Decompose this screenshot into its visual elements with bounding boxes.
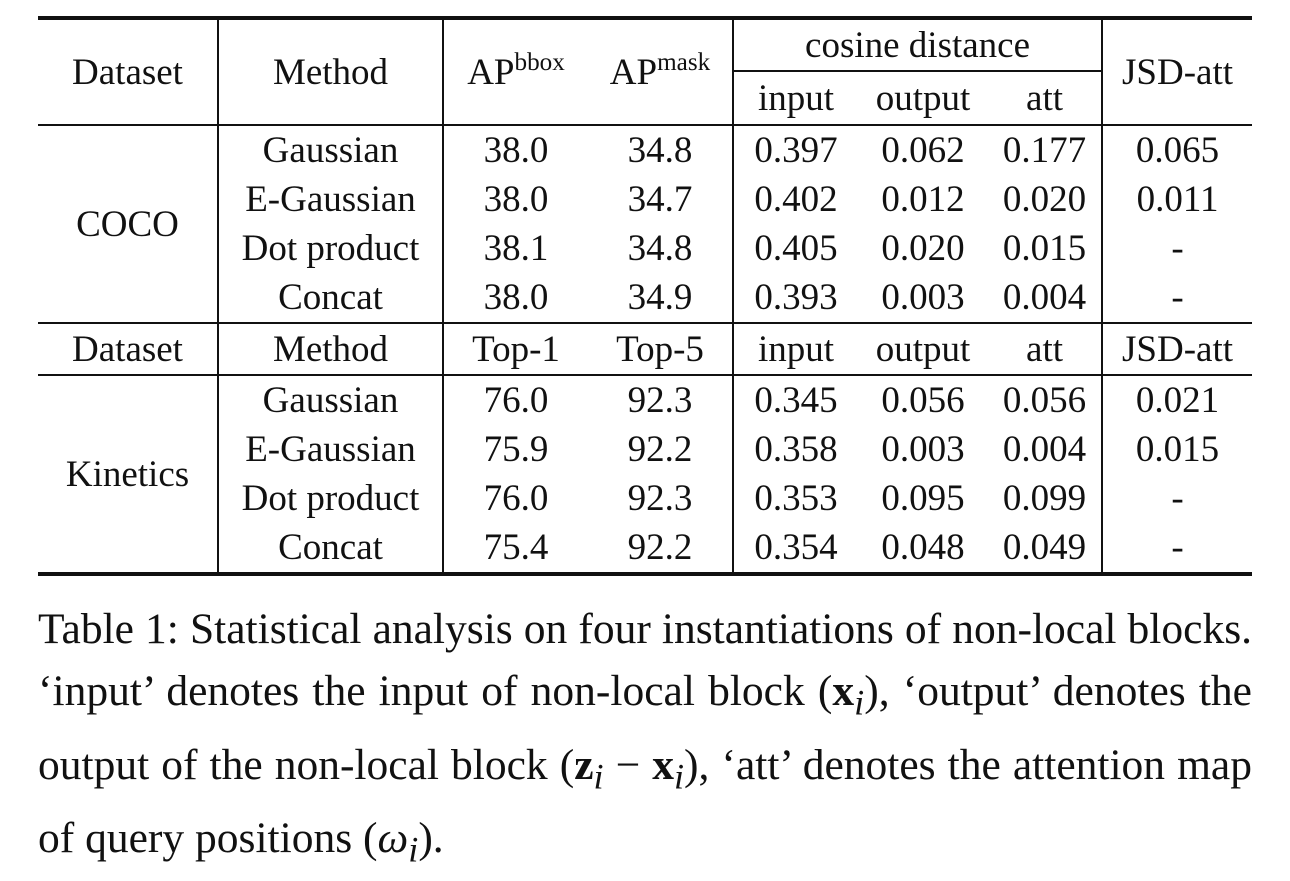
att-cell: 0.004: [988, 425, 1104, 474]
output-cell: 0.020: [881, 228, 965, 269]
header-jsd-att: JSD-att: [1102, 16, 1253, 125]
table-row: Dot product 38.1 34.8 0.405 0.020 0.015 …: [38, 224, 1252, 273]
coco-header-row-1: Dataset Method APbbox APmask cosine dist…: [38, 16, 1253, 125]
top5-cell: 92.3: [627, 478, 693, 519]
att-cell: 0.049: [988, 523, 1104, 576]
header-ap-bbox: APbbox: [443, 16, 588, 125]
header-method: Method: [218, 322, 444, 375]
table-row: Dot product 76.0 92.3 0.353 0.095 0.099 …: [38, 474, 1252, 523]
top5-cell: 92.2: [588, 523, 733, 576]
table-row: Concat 75.4 92.2 0.354 0.048 0.049 -: [38, 523, 1253, 576]
header-att: att: [988, 322, 1104, 375]
jsd-att-cell: 0.011: [1136, 179, 1219, 220]
output-cell: 0.012: [881, 179, 965, 220]
statistics-table-container: Dataset Method APbbox APmask cosine dist…: [38, 16, 1253, 576]
header-att: att: [988, 71, 1104, 125]
att-cell: 0.020: [988, 175, 1104, 224]
header-jsd-att: JSD-att: [1102, 322, 1253, 375]
output-cell: 0.048: [858, 523, 988, 576]
ap-mask-cell: 34.9: [627, 277, 693, 318]
att-cell: 0.099: [988, 474, 1104, 523]
input-cell: 0.353: [732, 474, 858, 523]
table-caption: Table 1: Statistical analysis on four in…: [38, 605, 1252, 871]
jsd-att-cell: 0.065: [1102, 124, 1253, 175]
kinetics-header-row: Dataset Method Top-1 Top-5 input output …: [38, 322, 1253, 375]
att-cell: 0.015: [988, 224, 1104, 273]
top5-cell: 92.3: [588, 374, 733, 425]
method-cell: Concat: [218, 523, 444, 576]
header-dataset: Dataset: [38, 16, 219, 125]
statistics-table: Dataset Method APbbox APmask cosine dist…: [38, 16, 1253, 576]
input-cell: 0.358: [732, 425, 858, 474]
method-cell: Dot product: [218, 224, 444, 273]
table-row: E-Gaussian 75.9 92.2 0.358 0.003 0.004 0…: [38, 425, 1252, 474]
header-cosine-distance: cosine distance: [731, 16, 1104, 72]
header-output: output: [858, 322, 988, 375]
output-cell: 0.095: [881, 478, 965, 519]
input-cell: 0.354: [732, 523, 858, 576]
table-row: COCO Gaussian 38.0 34.8 0.397 0.062 0.17…: [38, 124, 1253, 323]
top1-cell: 76.0: [483, 478, 549, 519]
output-cell: 0.003: [881, 277, 965, 318]
ap-mask-cell: 34.7: [627, 179, 693, 220]
header-dataset: Dataset: [38, 322, 219, 375]
input-cell: 0.405: [732, 224, 858, 273]
method-cell: Gaussian: [218, 124, 444, 175]
jsd-att-cell: -: [1171, 228, 1184, 269]
top1-cell: 76.0: [443, 374, 588, 425]
header-input: input: [732, 71, 858, 125]
att-cell: 0.177: [988, 124, 1104, 175]
jsd-att-cell: -: [1171, 277, 1184, 318]
top1-cell: 75.4: [443, 523, 588, 576]
ap-bbox-cell: 38.0: [443, 124, 588, 175]
header-output: output: [875, 77, 971, 119]
header-input: input: [732, 322, 858, 375]
output-cell: 0.003: [881, 429, 965, 470]
table-row: Concat 38.0 34.9 0.393 0.003 0.004 -: [38, 273, 1252, 323]
top5-cell: 92.2: [627, 429, 693, 470]
table-row: Kinetics Gaussian 76.0 92.3 0.345 0.056 …: [38, 374, 1253, 576]
method-cell: E-Gaussian: [218, 175, 444, 224]
ap-bbox-cell: 38.0: [483, 179, 549, 220]
header-top1: Top-1: [443, 322, 588, 375]
dataset-coco: COCO: [38, 124, 219, 323]
att-cell: 0.004: [988, 273, 1104, 323]
header-method: Method: [218, 16, 444, 125]
method-cell: E-Gaussian: [218, 425, 444, 474]
ap-mask-cell: 34.8: [627, 228, 693, 269]
method-cell: Concat: [218, 273, 444, 323]
header-ap-mask: APmask: [588, 16, 733, 125]
input-cell: 0.397: [732, 124, 858, 175]
att-cell: 0.056: [988, 374, 1104, 425]
top1-cell: 75.9: [483, 429, 549, 470]
header-top5: Top-5: [588, 322, 733, 375]
coco-header-row-2: input output att: [38, 71, 1252, 125]
method-cell: Gaussian: [218, 374, 444, 425]
input-cell: 0.402: [732, 175, 858, 224]
jsd-att-cell: 0.015: [1135, 429, 1220, 470]
ap-mask-cell: 34.8: [588, 124, 733, 175]
output-cell: 0.062: [858, 124, 988, 175]
method-cell: Dot product: [218, 474, 444, 523]
output-cell: 0.056: [858, 374, 988, 425]
ap-bbox-cell: 38.1: [483, 228, 549, 269]
input-cell: 0.345: [732, 374, 858, 425]
jsd-att-cell: -: [1102, 523, 1253, 576]
jsd-att-cell: 0.021: [1102, 374, 1253, 425]
ap-bbox-cell: 38.0: [483, 277, 549, 318]
input-cell: 0.393: [732, 273, 858, 323]
jsd-att-cell: -: [1171, 478, 1184, 519]
dataset-kinetics: Kinetics: [38, 374, 219, 576]
table-row: E-Gaussian 38.0 34.7 0.402 0.012 0.020 0…: [38, 175, 1252, 224]
